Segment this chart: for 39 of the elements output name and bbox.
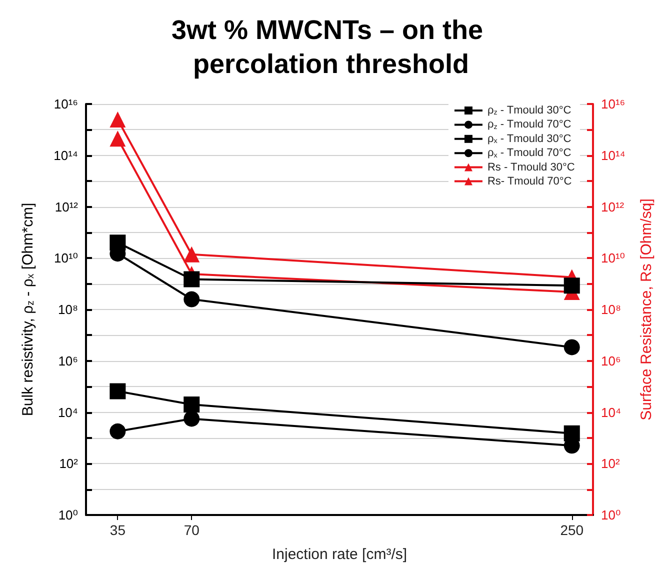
y-tick-label: 10² (601, 456, 620, 472)
point (110, 383, 126, 400)
x-tick-label: 35 (110, 522, 126, 538)
text: 10⁸ (58, 302, 78, 317)
y-tick-label: 10⁶ (601, 353, 621, 368)
text: 10¹⁴ (54, 148, 78, 163)
y-tick-label: 10¹² (601, 199, 625, 214)
y2-axis-title: Surface Resistance, Rs [Ohm/sq] (638, 198, 655, 420)
x-tick-label: 70 (184, 522, 200, 538)
y-tick-label: 10¹⁰ (601, 250, 626, 266)
y-tick-label: 10⁸ (601, 302, 621, 317)
legend-label: Rs- Tmould 70°C (487, 175, 572, 188)
chart-title: 3wt % MWCNTs – on the percolation threshold (171, 15, 491, 79)
y-axis-title: Bulk resistivity, ρz - ρx [Ohm*cm] (20, 202, 36, 416)
x-axis-title: Injection rate [cm³/s] (272, 546, 408, 563)
text: 10¹² (54, 199, 78, 214)
text: 10⁶ (58, 353, 78, 368)
y-tick-label: 10¹⁶ (601, 96, 626, 112)
point (184, 396, 200, 413)
point (564, 425, 580, 442)
x-tick-label: 250 (560, 522, 584, 538)
legend-label: Rs - Tmould 30°C (487, 161, 575, 174)
point (564, 339, 580, 356)
point (184, 291, 200, 308)
text: 10¹⁶ (54, 96, 78, 112)
point (110, 130, 126, 147)
point (564, 278, 580, 294)
y-tick-label: 10⁰ (601, 508, 621, 522)
y-tick-label: 10¹⁴ (601, 148, 626, 163)
y-tick-label: 10⁴ (601, 404, 622, 420)
text: 10¹⁰ (54, 250, 78, 266)
text: 10² (59, 456, 78, 472)
point (184, 246, 200, 262)
point (110, 111, 126, 128)
text: 10⁴ (58, 404, 78, 420)
point (110, 234, 126, 251)
text: 10⁰ (58, 508, 78, 522)
point (110, 423, 126, 440)
point (184, 410, 200, 427)
